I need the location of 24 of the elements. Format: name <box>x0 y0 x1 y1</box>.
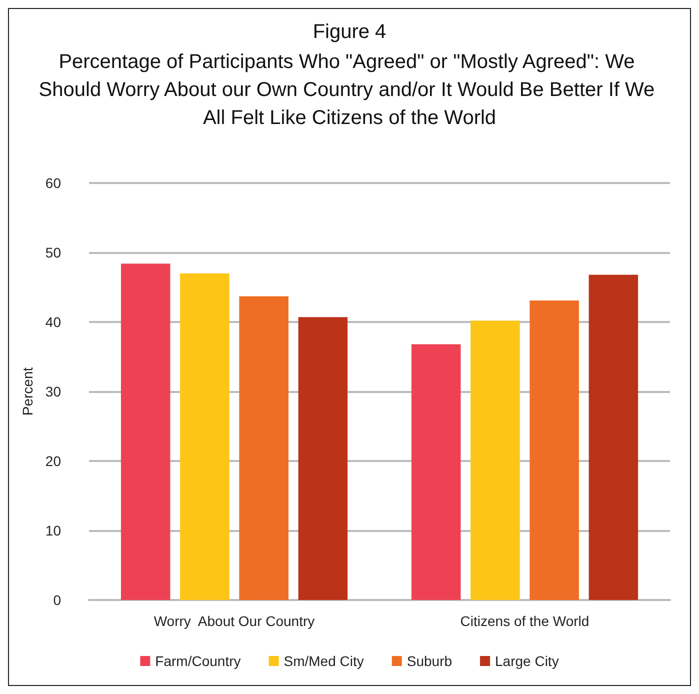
y-tick-label: 50 <box>45 244 62 260</box>
bar <box>298 317 348 600</box>
chart-title: Figure 4 <box>312 21 386 43</box>
legend-label: Sm/Med City <box>284 653 364 669</box>
chart-subtitle: Percentage of Participants Who "Agreed" or "Mostly Agreed": We Should Worry About our Own Country and/or It Would Be Better If We All Felt Like Citizens of the World <box>38 51 660 129</box>
y-axis-title: Percent <box>20 367 36 416</box>
bar <box>470 320 520 600</box>
bar <box>239 296 288 600</box>
bar <box>180 273 230 600</box>
y-tick-label: 40 <box>45 314 62 330</box>
y-tick-label: 60 <box>45 175 62 191</box>
y-tick-label: 0 <box>53 592 62 608</box>
legend-label: Suburb <box>406 653 452 669</box>
y-tick-label: 20 <box>45 453 62 469</box>
legend-label: Large City <box>495 653 559 669</box>
bar <box>588 274 638 600</box>
y-tick-label: 30 <box>45 384 62 400</box>
x-tick-label: Citizens of the World <box>460 613 590 629</box>
bar <box>411 344 461 600</box>
y-tick-label: 10 <box>45 522 62 538</box>
bar <box>530 300 579 600</box>
legend-label: Farm/Country <box>155 653 241 669</box>
bar <box>120 264 170 600</box>
x-tick-label: Worry About Our Country <box>154 613 315 629</box>
